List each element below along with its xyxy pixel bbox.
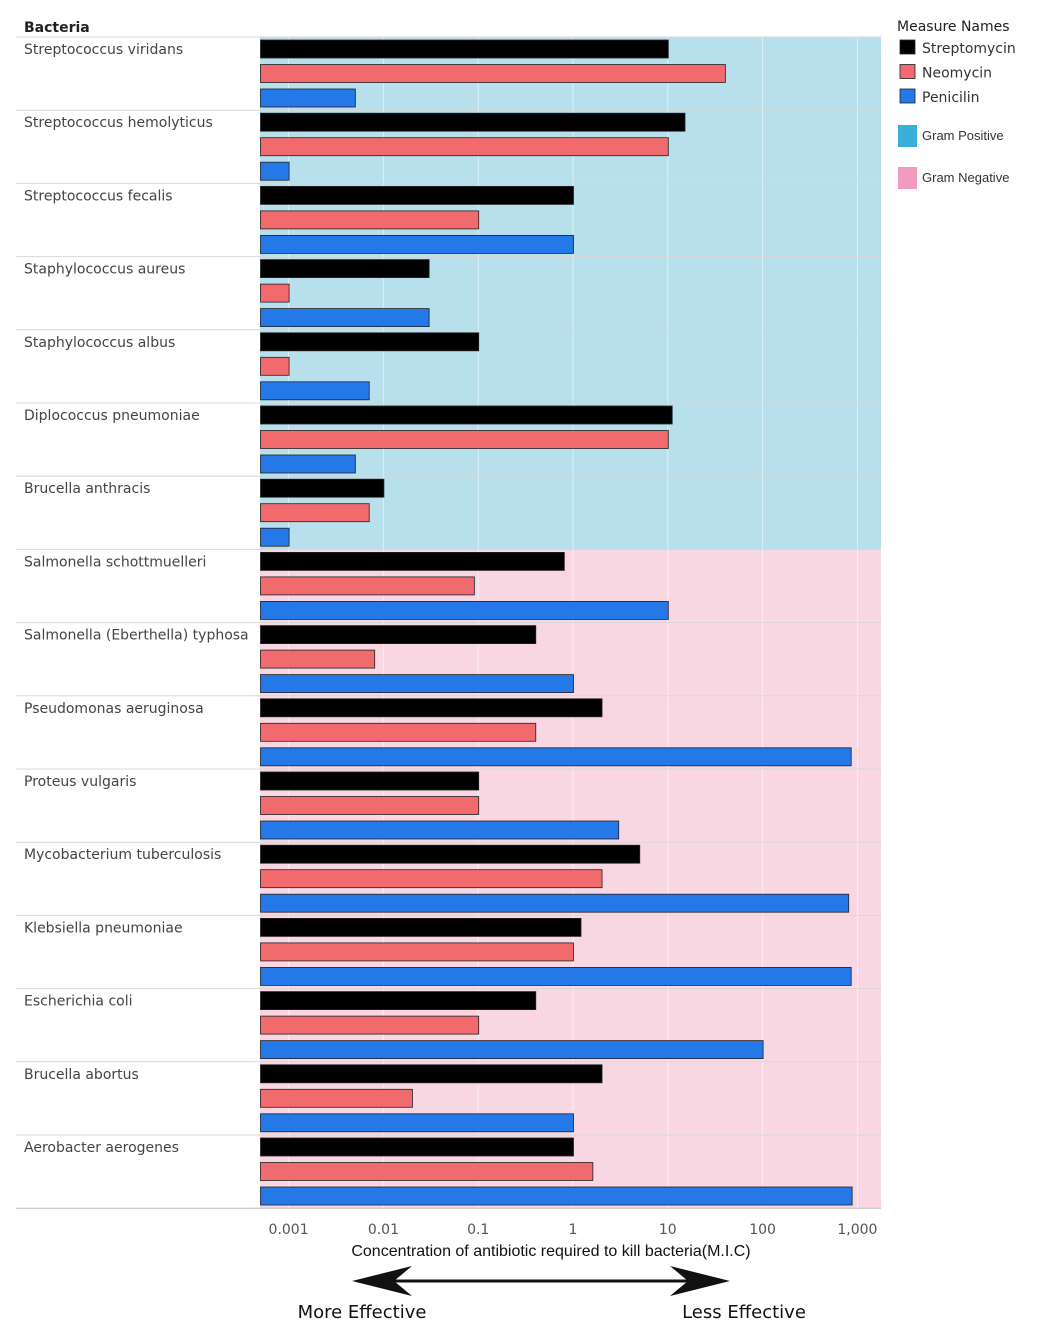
bar-penicilin-salmonella-eberthella-typhosa	[260, 674, 574, 693]
legend-swatch-streptomycin	[899, 39, 916, 55]
x-tick-label: 0.01	[368, 1222, 399, 1238]
bar-penicilin-mycobacterium-tuberculosis	[260, 893, 850, 913]
more-effective-label: More Effective	[298, 1302, 427, 1323]
bar-penicilin-staphylococcus-albus	[260, 381, 370, 401]
row-label: Brucella abortus	[24, 1067, 139, 1083]
row-label: Mycobacterium tuberculosis	[24, 847, 221, 863]
bar-penicilin-pseudomonas-aeruginosa	[260, 747, 852, 767]
row-label: Salmonella schottmuelleri	[24, 554, 206, 570]
bar-neomycin-salmonella-eberthella-typhosa	[260, 649, 376, 669]
row-label: Streptococcus hemolyticus	[24, 115, 213, 131]
x-tick-label: 100	[749, 1222, 776, 1238]
bar-streptomycin-staphylococcus-albus	[260, 332, 480, 352]
row-label: Escherichia coli	[24, 994, 133, 1010]
bar-penicilin-streptococcus-fecalis	[260, 234, 574, 254]
legend-swatch-gram-positive	[898, 125, 917, 147]
bar-penicilin-salmonella-schottmuelleri	[260, 601, 669, 620]
row-label: Salmonella (Eberthella) typhosa	[24, 628, 249, 644]
bar-penicilin-streptococcus-hemolyticus	[260, 161, 290, 181]
bar-streptomycin-streptococcus-hemolyticus	[260, 112, 686, 132]
bar-neomycin-streptococcus-fecalis	[260, 210, 480, 230]
bar-neomycin-streptococcus-viridans	[260, 64, 726, 83]
bar-penicilin-brucella-abortus	[260, 1113, 574, 1133]
bar-streptomycin-streptococcus-viridans	[260, 39, 669, 59]
row-label: Streptococcus viridans	[24, 42, 183, 58]
row-label: Aerobacter aerogenes	[24, 1140, 179, 1156]
bar-streptomycin-diplococcus-pneumoniae	[260, 405, 673, 425]
bar-neomycin-staphylococcus-albus	[260, 356, 290, 376]
bar-neomycin-brucella-anthracis	[260, 503, 370, 523]
bar-penicilin-streptococcus-viridans	[260, 88, 356, 108]
x-axis-ticks: 0.001 0.01 0.1 1 10 100 1,000	[269, 1222, 878, 1238]
bar-penicilin-staphylococcus-aureus	[260, 308, 430, 328]
bar-streptomycin-proteus-vulgaris	[260, 771, 480, 791]
bar-neomycin-escherichia-coli	[260, 1015, 480, 1035]
legend-title: Measure Names	[897, 19, 1010, 35]
bar-neomycin-pseudomonas-aeruginosa	[260, 722, 537, 742]
bar-neomycin-brucella-abortus	[260, 1088, 413, 1108]
row-label: Diplococcus pneumoniae	[24, 408, 200, 424]
bar-penicilin-aerobacter-aerogenes	[260, 1186, 853, 1206]
x-axis-title: Concentration of antibiotic required to …	[351, 1243, 750, 1260]
legend-label-neomycin: Neomycin	[922, 66, 992, 82]
bar-streptomycin-brucella-abortus	[260, 1064, 603, 1084]
x-tick-label: 0.1	[467, 1222, 489, 1238]
bar-neomycin-aerobacter-aerogenes	[260, 1162, 594, 1181]
bars	[260, 39, 853, 1206]
gridlines	[16, 36, 881, 1209]
legend: Measure Names Streptomycin Neomycin Penici…	[897, 19, 1016, 189]
row-label: Pseudomonas aeruginosa	[24, 701, 204, 717]
bar-streptomycin-staphylococcus-aureus	[260, 259, 430, 279]
bar-penicilin-brucella-anthracis	[260, 527, 290, 547]
legend-swatch-gram-negative	[898, 167, 917, 189]
bar-streptomycin-aerobacter-aerogenes	[260, 1137, 574, 1157]
less-effective-label: Less Effective	[682, 1302, 806, 1323]
bar-neomycin-proteus-vulgaris	[260, 796, 480, 815]
bar-streptomycin-salmonella-schottmuelleri	[260, 552, 565, 571]
bar-neomycin-mycobacterium-tuberculosis	[260, 869, 603, 889]
effectiveness-arrow	[352, 1266, 730, 1296]
bar-neomycin-streptococcus-hemolyticus	[260, 137, 669, 157]
row-label: Staphylococcus albus	[24, 335, 175, 351]
legend-label-gram-positive: Gram Positive	[922, 128, 1004, 143]
x-tick-label: 1,000	[837, 1222, 877, 1238]
row-label: Streptococcus fecalis	[24, 188, 173, 204]
bar-streptomycin-pseudomonas-aeruginosa	[260, 698, 603, 718]
row-labels: Streptococcus viridans Streptococcus hemo…	[24, 42, 249, 1156]
bar-neomycin-salmonella-schottmuelleri	[260, 576, 475, 596]
legend-swatch-penicilin	[899, 88, 916, 104]
row-label: Proteus vulgaris	[24, 774, 136, 790]
bar-neomycin-diplococcus-pneumoniae	[260, 430, 669, 449]
row-header: Bacteria	[24, 20, 90, 36]
row-label: Klebsiella pneumoniae	[24, 920, 183, 936]
bar-streptomycin-mycobacterium-tuberculosis	[260, 844, 641, 864]
bar-streptomycin-streptococcus-fecalis	[260, 185, 574, 205]
bar-streptomycin-salmonella-eberthella-typhosa	[260, 625, 537, 644]
bar-streptomycin-klebsiella-pneumoniae	[260, 918, 582, 937]
x-tick-label: 0.001	[269, 1222, 309, 1238]
legend-label-penicilin: Penicilin	[922, 90, 980, 106]
bar-neomycin-klebsiella-pneumoniae	[260, 942, 574, 962]
legend-label-gram-negative: Gram Negative	[922, 170, 1009, 185]
bar-penicilin-diplococcus-pneumoniae	[260, 454, 356, 474]
bar-streptomycin-escherichia-coli	[260, 991, 537, 1010]
bar-penicilin-klebsiella-pneumoniae	[260, 967, 852, 986]
x-tick-label: 10	[659, 1222, 677, 1238]
bar-neomycin-staphylococcus-aureus	[260, 283, 290, 303]
legend-label-streptomycin: Streptomycin	[922, 41, 1016, 57]
row-label: Brucella anthracis	[24, 481, 150, 497]
bar-streptomycin-brucella-anthracis	[260, 478, 385, 498]
x-tick-label: 1	[569, 1222, 578, 1238]
bar-penicilin-proteus-vulgaris	[260, 820, 620, 840]
row-label: Staphylococcus aureus	[24, 262, 185, 278]
legend-swatch-neomycin	[899, 64, 916, 79]
bar-penicilin-escherichia-coli	[260, 1040, 764, 1059]
